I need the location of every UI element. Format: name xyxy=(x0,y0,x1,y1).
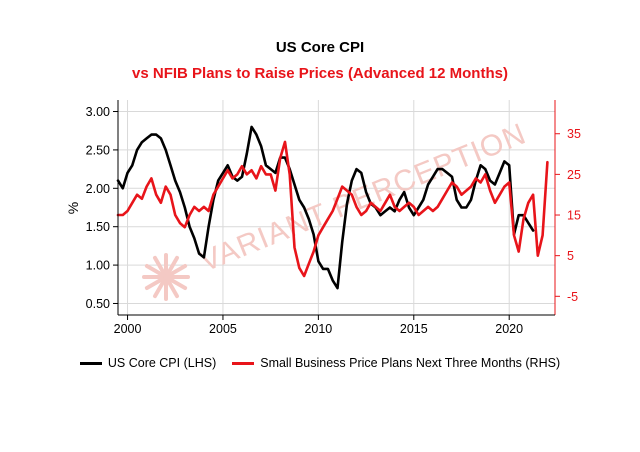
y-left-tick-label: 0.50 xyxy=(86,297,110,311)
watermark-text: VARIANT PERCEPTION xyxy=(195,117,531,278)
legend-swatch-red xyxy=(232,361,255,365)
legend-label-price-plans: Small Business Price Plans Next Three Mo… xyxy=(260,356,561,370)
series-line-core-cpi xyxy=(116,125,535,290)
chart-legend: US Core CPI (LHS) Small Business Price P… xyxy=(0,356,640,370)
y-left-tick-label: 2.00 xyxy=(86,182,110,196)
legend-swatch-black xyxy=(79,361,102,365)
y-right-tick-label: 35 xyxy=(567,127,581,141)
legend-item-core-cpi: US Core CPI (LHS) xyxy=(79,356,217,370)
series-line-price-plans xyxy=(116,140,549,278)
legend-label-core-cpi: US Core CPI (LHS) xyxy=(107,356,217,370)
x-tick-label: 2020 xyxy=(495,322,523,336)
y-right-tick-label: 25 xyxy=(567,168,581,182)
x-tick-label: 2000 xyxy=(114,322,142,336)
x-tick-label: 2015 xyxy=(400,322,428,336)
y-left-tick-label: 1.00 xyxy=(86,259,110,273)
watermark-logo xyxy=(142,253,190,301)
y-left-tick-label: 2.50 xyxy=(86,143,110,157)
y-right-tick-label: 15 xyxy=(567,209,581,223)
x-tick-label: 2005 xyxy=(209,322,237,336)
y-right-tick-label: 5 xyxy=(567,249,574,263)
y-right-tick-label: -5 xyxy=(567,290,578,304)
y-left-tick-label: 3.00 xyxy=(86,105,110,119)
legend-item-price-plans: Small Business Price Plans Next Three Mo… xyxy=(232,356,560,370)
chart-subtitle: vs NFIB Plans to Raise Prices (Advanced … xyxy=(132,65,508,82)
watermark-logo-ray xyxy=(164,264,188,279)
chart-title: US Core CPI xyxy=(275,39,365,56)
x-tick-label: 2010 xyxy=(304,322,332,336)
axes: 0.50 1.00 1.50 2.00 2.50 3.00 -5 5 15 25 35 2000 200… xyxy=(65,100,581,336)
y-left-axis-label: % xyxy=(65,202,81,214)
y-left-tick-label: 1.50 xyxy=(86,220,110,234)
series-lines xyxy=(116,125,549,290)
